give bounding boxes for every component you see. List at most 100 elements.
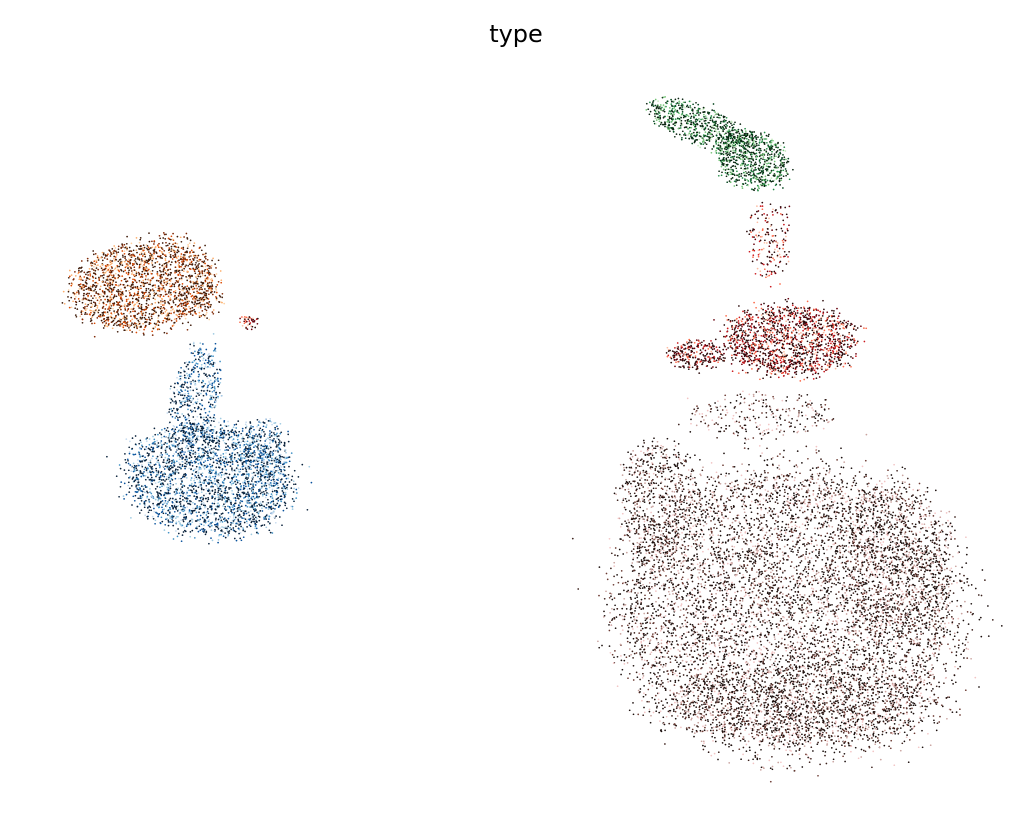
scatter-point-orange-cluster	[112, 307, 114, 310]
scatter-point-orange-cluster	[182, 310, 185, 312]
scatter-point-blue-cluster	[188, 457, 191, 459]
scatter-point-red-cluster	[239, 317, 241, 320]
scatter-point-blue-cluster	[200, 389, 203, 392]
scatter-point-orange-cluster	[111, 262, 113, 265]
scatter-point-blue-cluster	[233, 441, 236, 444]
scatter-point-blue-cluster	[227, 461, 230, 464]
scatter-point-orange-cluster	[120, 269, 123, 272]
scatter-point-orange-cluster	[191, 263, 194, 265]
scatter-point-blue-cluster	[168, 434, 171, 437]
scatter-point-blue-cluster	[120, 481, 123, 483]
scatter-point-orange-cluster	[129, 258, 132, 261]
scatter-point-blue-cluster	[221, 521, 224, 523]
scatter-point-orange-cluster	[97, 293, 100, 296]
scatter-point-blue-cluster	[151, 468, 153, 470]
scatter-point-orange-cluster	[187, 311, 190, 313]
scatter-point-blue-cluster	[191, 489, 193, 492]
scatter-point-blue-cluster	[258, 519, 261, 522]
scatter-point-blue-cluster	[198, 519, 200, 522]
scatter-point-blue-cluster	[212, 429, 215, 431]
scatter-point-orange-cluster	[175, 317, 178, 320]
scatter-point-blue-cluster	[219, 462, 222, 465]
scatter-point-blue-cluster	[232, 444, 234, 446]
scatter-point-orange-cluster	[78, 276, 81, 279]
scatter-point-orange-cluster	[197, 268, 200, 270]
scatter-point-blue-cluster	[214, 453, 217, 456]
scatter-point-blue-cluster	[253, 471, 255, 474]
scatter-point-blue-cluster	[226, 529, 228, 531]
scatter-point-orange-cluster	[158, 290, 161, 292]
scatter-point-orange-cluster	[126, 260, 129, 263]
scatter-point-orange-cluster	[149, 270, 152, 273]
scatter-point-orange-cluster	[205, 294, 207, 297]
scatter-point-blue-cluster	[253, 497, 256, 500]
scatter-point-blue-cluster	[258, 516, 261, 518]
scatter-point-blue-cluster	[163, 484, 166, 487]
scatter-point-blue-cluster	[140, 475, 143, 478]
scatter-point-blue-cluster	[192, 488, 195, 490]
scatter-point-orange-cluster	[184, 293, 186, 295]
scatter-point-orange-cluster	[165, 281, 167, 283]
scatter-point-blue-cluster	[240, 474, 243, 476]
scatter-point-blue-cluster	[168, 445, 171, 447]
scatter-point-blue-cluster	[171, 470, 174, 472]
scatter-point-blue-cluster	[139, 456, 141, 458]
scatter-point-blue-cluster	[242, 536, 245, 539]
scatter-point-orange-cluster	[77, 284, 80, 286]
scatter-point-orange-cluster	[119, 305, 122, 308]
scatter-point-orange-cluster	[92, 250, 95, 252]
scatter-point-blue-cluster	[204, 505, 206, 508]
scatter-point-blue-cluster	[191, 361, 194, 364]
scatter-point-blue-cluster	[282, 509, 285, 512]
scatter-point-blue-cluster	[173, 510, 176, 513]
scatter-point-blue-cluster	[171, 501, 174, 503]
scatter-point-blue-cluster	[175, 482, 177, 485]
scatter-point-orange-cluster	[122, 246, 124, 248]
scatter-point-blue-cluster	[263, 493, 266, 495]
scatter-point-orange-cluster	[125, 295, 127, 298]
scatter-point-orange-cluster	[83, 292, 85, 295]
scatter-point-blue-cluster	[214, 497, 216, 500]
scatter-point-orange-cluster	[94, 288, 97, 291]
scatter-point-blue-cluster	[198, 525, 201, 528]
scatter-point-orange-cluster	[88, 270, 91, 273]
scatter-point-orange-cluster	[86, 257, 89, 260]
scatter-point-orange-cluster	[176, 242, 179, 245]
scatter-point-orange-cluster	[112, 304, 115, 307]
scatter-point-blue-cluster	[272, 507, 274, 510]
scatter-point-orange-cluster	[186, 328, 189, 331]
scatter-point-orange-cluster	[82, 297, 85, 300]
scatter-point-blue-cluster	[168, 485, 171, 488]
scatter-point-blue-cluster	[182, 440, 184, 442]
scatter-point-red-cluster	[251, 319, 253, 322]
scatter-point-orange-cluster	[92, 269, 95, 271]
scatter-point-orange-cluster	[204, 265, 207, 268]
scatter-point-orange-cluster	[202, 291, 205, 294]
scatter-point-orange-cluster	[173, 311, 175, 314]
scatter-point-orange-cluster	[174, 303, 177, 306]
scatter-point-blue-cluster	[206, 389, 209, 392]
scatter-point-blue-cluster	[166, 442, 168, 445]
scatter-point-blue-cluster	[174, 472, 177, 474]
scatter-point-blue-cluster	[211, 439, 214, 442]
scatter-point-blue-cluster	[265, 487, 267, 490]
scatter-point-orange-cluster	[130, 294, 133, 297]
scatter-point-blue-cluster	[177, 372, 180, 374]
scatter-point-blue-cluster	[246, 473, 248, 476]
scatter-point-blue-cluster	[165, 505, 168, 508]
scatter-point-blue-cluster	[212, 450, 215, 453]
scatter-point-blue-cluster	[187, 502, 189, 505]
scatter-point-orange-cluster	[179, 273, 182, 276]
scatter-point-blue-cluster	[270, 500, 273, 503]
scatter-point-blue-cluster	[172, 524, 175, 527]
scatter-point-blue-cluster	[276, 497, 279, 500]
scatter-point-blue-cluster	[267, 508, 270, 511]
scatter-point-blue-cluster	[202, 394, 205, 397]
scatter-point-blue-cluster	[230, 510, 232, 513]
scatter-point-blue-cluster	[229, 481, 232, 484]
scatter-point-blue-cluster	[224, 457, 227, 460]
scatter-point-orange-cluster	[172, 307, 174, 310]
scatter-point-blue-cluster	[202, 357, 205, 360]
scatter-point-orange-cluster	[135, 237, 138, 239]
scatter-point-blue-cluster	[240, 525, 242, 528]
